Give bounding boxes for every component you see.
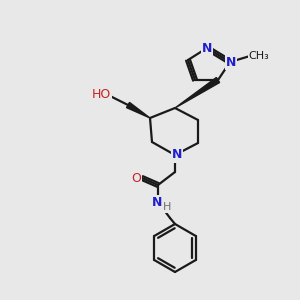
Text: CH₃: CH₃: [249, 51, 269, 61]
Text: HO: HO: [92, 88, 111, 101]
Polygon shape: [127, 102, 150, 118]
Text: N: N: [152, 196, 162, 208]
Text: N: N: [202, 41, 212, 55]
Text: O: O: [131, 172, 141, 184]
Text: N: N: [172, 148, 182, 161]
Polygon shape: [175, 77, 220, 108]
Text: H: H: [163, 202, 171, 212]
Text: N: N: [226, 56, 236, 68]
